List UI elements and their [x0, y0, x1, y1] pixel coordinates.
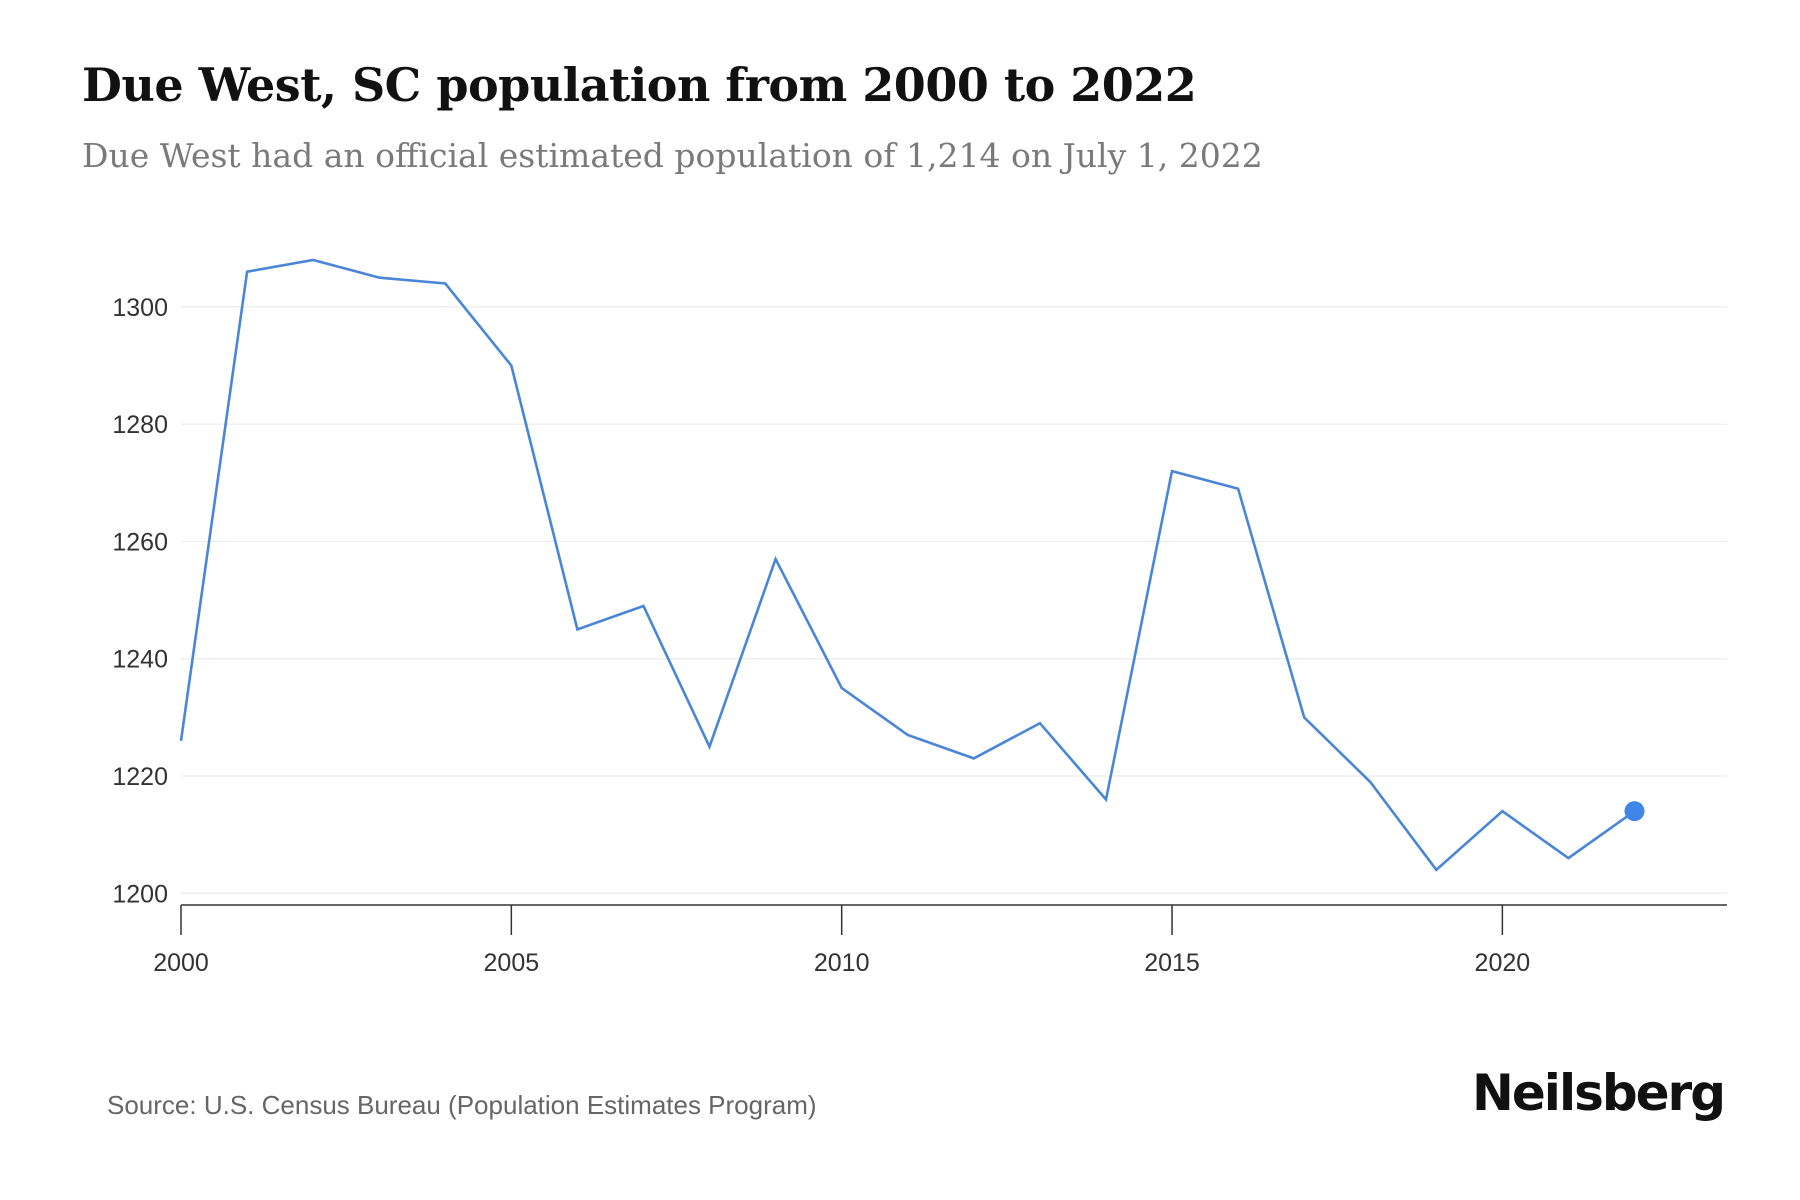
data-point-2012: [971, 755, 977, 761]
data-point-2006: [574, 626, 580, 632]
data-point-2000: [178, 738, 184, 744]
x-tick-label-2015: 2015: [1144, 949, 1200, 977]
x-axis: 2000 2005 2010 2015 2020: [153, 904, 1727, 977]
data-point-2002: [310, 257, 316, 263]
series-line-0: [179, 258, 1636, 872]
x-tick-label-2000: 2000: [153, 949, 209, 977]
data-point-2018: [1367, 779, 1373, 785]
data-point-2003: [376, 275, 382, 281]
y-axis-labels: 1200 1220 1240 1260 1280 1300: [112, 294, 168, 908]
data-point-2016: [1235, 486, 1241, 492]
chart-title: Due West, SC population from 2000 to 202…: [82, 58, 1197, 112]
data-point-2008: [707, 744, 713, 750]
data-point-2020: [1499, 808, 1505, 814]
source-note: Source: U.S. Census Bureau (Population E…: [107, 1090, 817, 1120]
x-tick-label-2005: 2005: [484, 949, 540, 977]
y-tick-label-1240: 1240: [112, 646, 168, 674]
brand-logo: Neilsberg: [1472, 1064, 1726, 1122]
y-tick-label-1260: 1260: [112, 528, 168, 556]
data-point-2007: [640, 603, 646, 609]
last-point-marker: [1624, 801, 1645, 822]
chart-subtitle: Due West had an official estimated popul…: [82, 136, 1263, 175]
data-point-2011: [905, 732, 911, 738]
data-point-2010: [839, 685, 845, 691]
data-point-2014: [1103, 796, 1109, 802]
data-point-2019: [1433, 867, 1439, 873]
series-layer: [178, 257, 1645, 873]
grid-lines: [181, 306, 1727, 894]
data-point-2009: [773, 556, 779, 562]
data-point-2004: [442, 280, 448, 286]
data-point-2021: [1565, 855, 1571, 861]
data-point-2001: [244, 269, 250, 275]
data-point-2017: [1301, 714, 1307, 720]
y-tick-label-1300: 1300: [112, 294, 168, 322]
x-tick-label-2020: 2020: [1475, 949, 1531, 977]
x-tick-label-2010: 2010: [814, 949, 870, 977]
y-tick-label-1220: 1220: [112, 763, 168, 791]
data-point-2015: [1169, 468, 1175, 474]
y-tick-label-1200: 1200: [112, 880, 168, 908]
y-tick-label-1280: 1280: [112, 411, 168, 439]
data-point-2013: [1037, 720, 1043, 726]
data-point-2005: [508, 363, 514, 369]
